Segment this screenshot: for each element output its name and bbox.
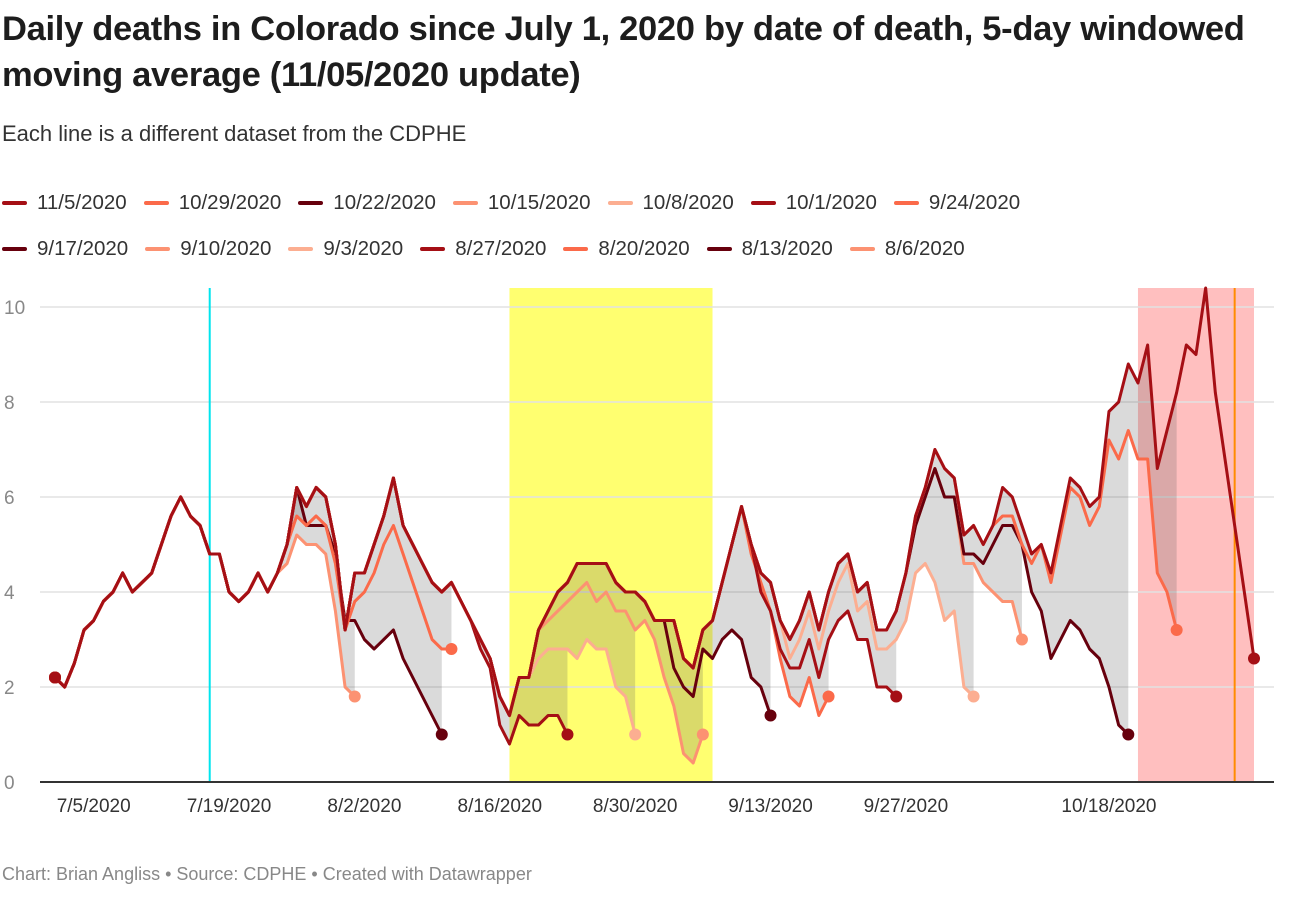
series-line-11-5-2020 bbox=[53, 286, 1256, 717]
series-end-point bbox=[764, 709, 777, 722]
legend-swatch bbox=[452, 201, 478, 205]
legend-label: 10/22/2020 bbox=[333, 191, 436, 214]
legend-swatch bbox=[893, 201, 919, 205]
series-end-point bbox=[445, 643, 458, 655]
legend-item: 10/8/2020 bbox=[607, 191, 734, 215]
legend-swatch bbox=[2, 201, 27, 205]
chart-subtitle: Each line is a different dataset from th… bbox=[2, 121, 467, 146]
y-tick-label: 0 bbox=[4, 773, 15, 794]
legend-label: 8/20/2020 bbox=[598, 237, 690, 260]
y-tick-label: 8 bbox=[4, 393, 15, 414]
x-tick-label: 7/19/2020 bbox=[187, 796, 272, 817]
legend-item: 10/29/2020 bbox=[143, 191, 282, 215]
series-end-point bbox=[1015, 633, 1028, 646]
legend-label: 9/10/2020 bbox=[180, 237, 272, 260]
legend-label: 9/3/2020 bbox=[323, 237, 404, 260]
legend-label: 8/6/2020 bbox=[884, 237, 965, 260]
difference-area bbox=[55, 487, 442, 735]
legend-label: 8/27/2020 bbox=[455, 237, 547, 260]
legend-item: 11/5/2020 bbox=[2, 191, 127, 215]
legend-item: 8/20/2020 bbox=[563, 237, 690, 261]
series-end-point bbox=[822, 690, 835, 703]
series-end-point bbox=[629, 728, 642, 741]
legend-swatch bbox=[2, 247, 27, 251]
x-tick-label: 8/16/2020 bbox=[458, 796, 543, 817]
legend-row: 11/5/2020 10/29/2020 10/22/2020 10/15/2020 1… bbox=[2, 180, 1298, 226]
legend-swatch bbox=[607, 201, 633, 205]
legend-swatch bbox=[750, 201, 776, 205]
legend-label: 11/5/2020 bbox=[37, 191, 127, 214]
difference-areas bbox=[55, 345, 1177, 763]
legend-item: 9/10/2020 bbox=[145, 237, 271, 261]
legend-swatch bbox=[143, 201, 169, 205]
y-tick-label: 6 bbox=[4, 488, 15, 509]
series-end-point bbox=[348, 690, 361, 703]
y-tick-label: 4 bbox=[4, 583, 15, 604]
legend-label: 8/13/2020 bbox=[741, 237, 833, 260]
legend-item: 8/13/2020 bbox=[706, 237, 833, 261]
legend-item: 10/1/2020 bbox=[750, 191, 877, 215]
highlight-range bbox=[509, 288, 713, 782]
legend-label: 10/8/2020 bbox=[642, 191, 734, 214]
chart-footer: Chart: Brian Angliss • Source: CDPHE • C… bbox=[2, 864, 532, 884]
difference-area bbox=[55, 478, 568, 744]
legend-swatch bbox=[706, 247, 732, 251]
x-tick-label: 7/5/2020 bbox=[57, 796, 131, 817]
legend-item: 9/24/2020 bbox=[893, 191, 1021, 215]
x-tick-label: 8/30/2020 bbox=[593, 796, 678, 817]
legend-swatch bbox=[145, 247, 171, 251]
legend-item: 9/3/2020 bbox=[288, 237, 403, 261]
series-end-point bbox=[561, 728, 574, 741]
series-end-point bbox=[890, 690, 903, 703]
legend-swatch bbox=[298, 201, 324, 205]
legend-label: 10/1/2020 bbox=[785, 191, 877, 214]
legend-item: 8/6/2020 bbox=[849, 237, 965, 261]
legend-swatch bbox=[288, 247, 314, 251]
legend-swatch bbox=[420, 247, 446, 251]
legend: 11/5/2020 10/29/2020 10/22/2020 10/15/2020 1… bbox=[2, 180, 1298, 272]
chart-title: Daily deaths in Colorado since July 1, 2… bbox=[2, 10, 1245, 94]
x-tick-label: 8/2/2020 bbox=[327, 796, 401, 817]
series-end-point bbox=[1248, 652, 1260, 665]
legend-item: 10/22/2020 bbox=[298, 191, 436, 215]
series-end-point bbox=[696, 728, 709, 741]
x-tick-label: 9/27/2020 bbox=[864, 796, 949, 817]
y-tick-label: 2 bbox=[4, 678, 15, 699]
legend-row: 9/17/2020 9/10/2020 9/3/2020 8/27/2020 8/20/… bbox=[2, 226, 1298, 272]
series-end-point bbox=[967, 690, 980, 703]
series-end-point bbox=[1122, 728, 1135, 741]
series-start-point bbox=[49, 671, 61, 684]
legend-label: 10/29/2020 bbox=[178, 191, 282, 214]
x-tick-label: 9/13/2020 bbox=[728, 796, 813, 817]
legend-swatch bbox=[849, 247, 875, 251]
legend-label: 9/17/2020 bbox=[37, 237, 129, 260]
legend-swatch bbox=[563, 247, 589, 251]
series-end-point bbox=[435, 728, 448, 741]
series-end-point bbox=[1170, 624, 1183, 636]
legend-item: 9/17/2020 bbox=[2, 237, 128, 261]
legend-label: 9/24/2020 bbox=[928, 191, 1021, 214]
legend-item: 8/27/2020 bbox=[420, 237, 546, 261]
legend-label: 10/15/2020 bbox=[487, 191, 591, 214]
legend-item: 10/15/2020 bbox=[452, 191, 591, 215]
y-tick-label: 10 bbox=[4, 298, 25, 319]
x-tick-label: 10/18/2020 bbox=[1061, 796, 1156, 817]
